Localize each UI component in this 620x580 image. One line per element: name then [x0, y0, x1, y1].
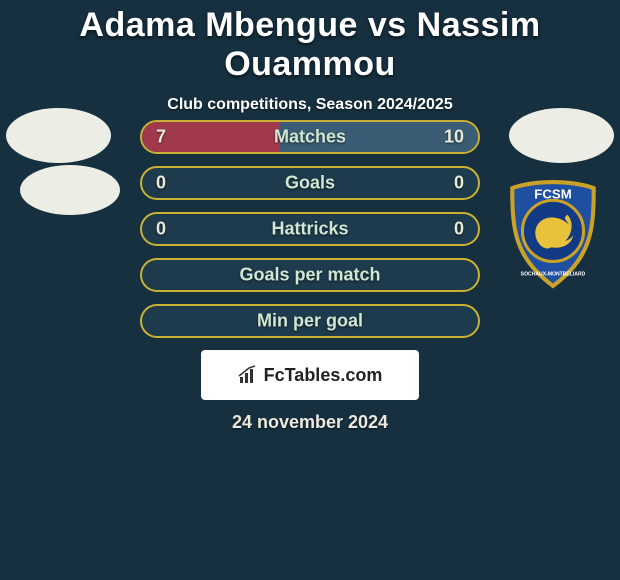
stat-bar: Goals per match — [140, 258, 480, 292]
stat-bar: 00Goals — [140, 166, 480, 200]
stat-bar: 710Matches — [140, 120, 480, 154]
stat-bar: Min per goal — [140, 304, 480, 338]
stat-label: Min per goal — [142, 311, 478, 332]
brand-text: FcTables.com — [264, 365, 383, 386]
stat-label: Hattricks — [142, 219, 478, 240]
footer-date: 24 november 2024 — [0, 412, 620, 433]
chart-icon — [238, 365, 258, 385]
stats-container: 710Matches 00Goals 00Hattricks Goals per ma… — [140, 120, 480, 350]
club-crest-right: FCSM SOCHAUX-MONTBÉLIARD — [502, 178, 604, 290]
player-avatar-left-secondary — [20, 165, 120, 215]
crest-subtext: SOCHAUX-MONTBÉLIARD — [521, 270, 586, 278]
stat-label: Goals per match — [142, 265, 478, 286]
page-title: Adama Mbengue vs Nassim Ouammou — [0, 0, 620, 84]
stat-bar: 00Hattricks — [140, 212, 480, 246]
player-avatar-right — [509, 108, 614, 163]
branding-box[interactable]: FcTables.com — [201, 350, 419, 400]
player-avatar-left — [6, 108, 111, 163]
crest-initials: FCSM — [534, 186, 571, 201]
stat-label: Goals — [142, 173, 478, 194]
stat-label: Matches — [142, 127, 478, 148]
page-subtitle: Club competitions, Season 2024/2025 — [0, 96, 620, 114]
